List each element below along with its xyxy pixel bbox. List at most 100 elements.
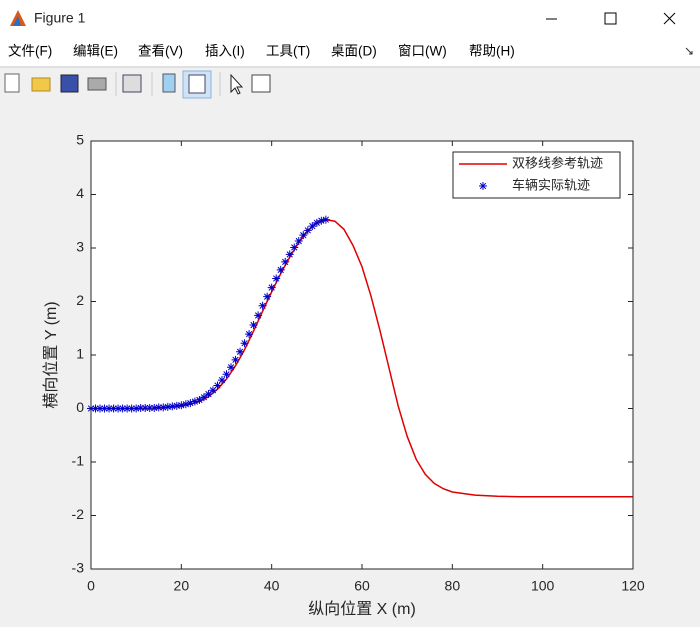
- titlebar-bg: [0, 0, 700, 66]
- marker: [195, 395, 204, 404]
- marker: [177, 401, 186, 410]
- menu-item[interactable]: 窗口(W): [398, 43, 447, 59]
- marker: [199, 393, 208, 402]
- marker: [303, 226, 312, 235]
- legend-label: 双移线参考轨迹: [512, 155, 603, 170]
- marker: [109, 404, 118, 413]
- marker: [190, 397, 199, 406]
- pointer-button[interactable]: [230, 73, 244, 95]
- new-button[interactable]: [4, 73, 20, 93]
- marker: [285, 250, 294, 259]
- menu-item[interactable]: 编辑(E): [73, 44, 118, 59]
- menu-bar: 文件(F) 编辑(E) 查看(V) 插入(I) 工具(T) 桌面(D) 窗口(W) 帮助(H): [8, 43, 515, 59]
- marker: [132, 404, 141, 413]
- marker: [96, 404, 105, 413]
- maximize-button[interactable]: [604, 12, 617, 25]
- marker: [240, 339, 249, 348]
- y-tick-label: -3: [72, 560, 85, 576]
- close-button[interactable]: [663, 12, 676, 25]
- marker: [141, 403, 150, 412]
- marker: [100, 404, 109, 413]
- legend-box: [452, 151, 621, 199]
- window-title: Figure 1: [34, 10, 86, 26]
- x-tick-label: 20: [174, 578, 190, 594]
- x-tick-label: 120: [621, 578, 645, 594]
- marker: [254, 311, 263, 320]
- marker: [317, 216, 326, 225]
- x-tick-label: 100: [531, 578, 555, 594]
- marker: [91, 404, 100, 413]
- marker: [181, 400, 190, 409]
- legend-swatch: [479, 182, 487, 190]
- marker: [236, 347, 245, 356]
- y-tick-label: -2: [72, 506, 85, 522]
- marker: [204, 390, 213, 399]
- x-tick-label: 40: [264, 578, 280, 594]
- x-tick-label: 0: [87, 578, 95, 594]
- menu-item[interactable]: 文件(F): [8, 44, 52, 59]
- y-tick-label: 3: [76, 239, 84, 255]
- marker: [321, 215, 330, 224]
- marker: [312, 218, 321, 227]
- link-button[interactable]: [122, 74, 142, 93]
- marker: [222, 370, 231, 379]
- x-tick-label: 80: [445, 578, 461, 594]
- marker: [272, 274, 281, 283]
- marker: [281, 257, 290, 266]
- x-tick-label: 60: [354, 578, 370, 594]
- marker: [127, 404, 136, 413]
- print-button[interactable]: [87, 77, 107, 91]
- marker: [258, 301, 267, 310]
- marker: [114, 404, 123, 413]
- marker: [208, 386, 217, 395]
- y-tick-label: 5: [76, 132, 84, 148]
- marker: [263, 292, 272, 301]
- open-button[interactable]: [31, 77, 51, 92]
- menu-item[interactable]: 查看(V): [138, 44, 183, 59]
- property-button[interactable]: [251, 74, 271, 93]
- marker: [150, 403, 159, 412]
- marker: [159, 403, 168, 412]
- marker: [163, 402, 172, 411]
- y-axis-label: 横向位置 Y (m): [42, 301, 60, 408]
- marker: [217, 376, 226, 385]
- legend-icon: [188, 74, 206, 94]
- y-tick-label: 4: [76, 185, 84, 201]
- marker: [290, 243, 299, 252]
- axes: -3 -2 -1 0 1 2 3 4 5 0 20 40 60 80 100 120 纵向位置 X (m) 横向位…: [42, 132, 645, 619]
- colorbar-button[interactable]: [162, 73, 176, 93]
- legend-label: 车辆实际轨迹: [512, 177, 590, 192]
- marker: [299, 231, 308, 240]
- y-tick-label: 2: [76, 292, 84, 308]
- x-axis-label: 纵向位置 X (m): [308, 600, 416, 618]
- y-tick-label: -1: [72, 453, 85, 469]
- y-tick-label: 1: [76, 346, 84, 362]
- marker: [123, 404, 132, 413]
- toolbar: [4, 70, 271, 99]
- marker: [136, 403, 145, 412]
- marker: [118, 404, 127, 413]
- marker: [245, 330, 254, 339]
- plot-area: [91, 141, 633, 569]
- marker: [249, 321, 258, 330]
- dock-button[interactable]: [685, 47, 693, 55]
- menu-item[interactable]: 桌面(D): [331, 44, 377, 59]
- menu-item[interactable]: 帮助(H): [469, 44, 515, 59]
- marker: [308, 222, 317, 231]
- app-icon: [10, 10, 26, 26]
- marker: [154, 403, 163, 412]
- marker: [186, 399, 195, 408]
- save-button[interactable]: [60, 74, 79, 93]
- marker: [267, 283, 276, 292]
- marker: [276, 265, 285, 274]
- menu-item[interactable]: 插入(I): [205, 44, 245, 59]
- menu-item[interactable]: 工具(T): [266, 44, 310, 59]
- marker: [213, 381, 222, 390]
- marker: [231, 355, 240, 364]
- marker: [105, 404, 114, 413]
- marker: [227, 363, 236, 372]
- axes-box: [90, 140, 634, 570]
